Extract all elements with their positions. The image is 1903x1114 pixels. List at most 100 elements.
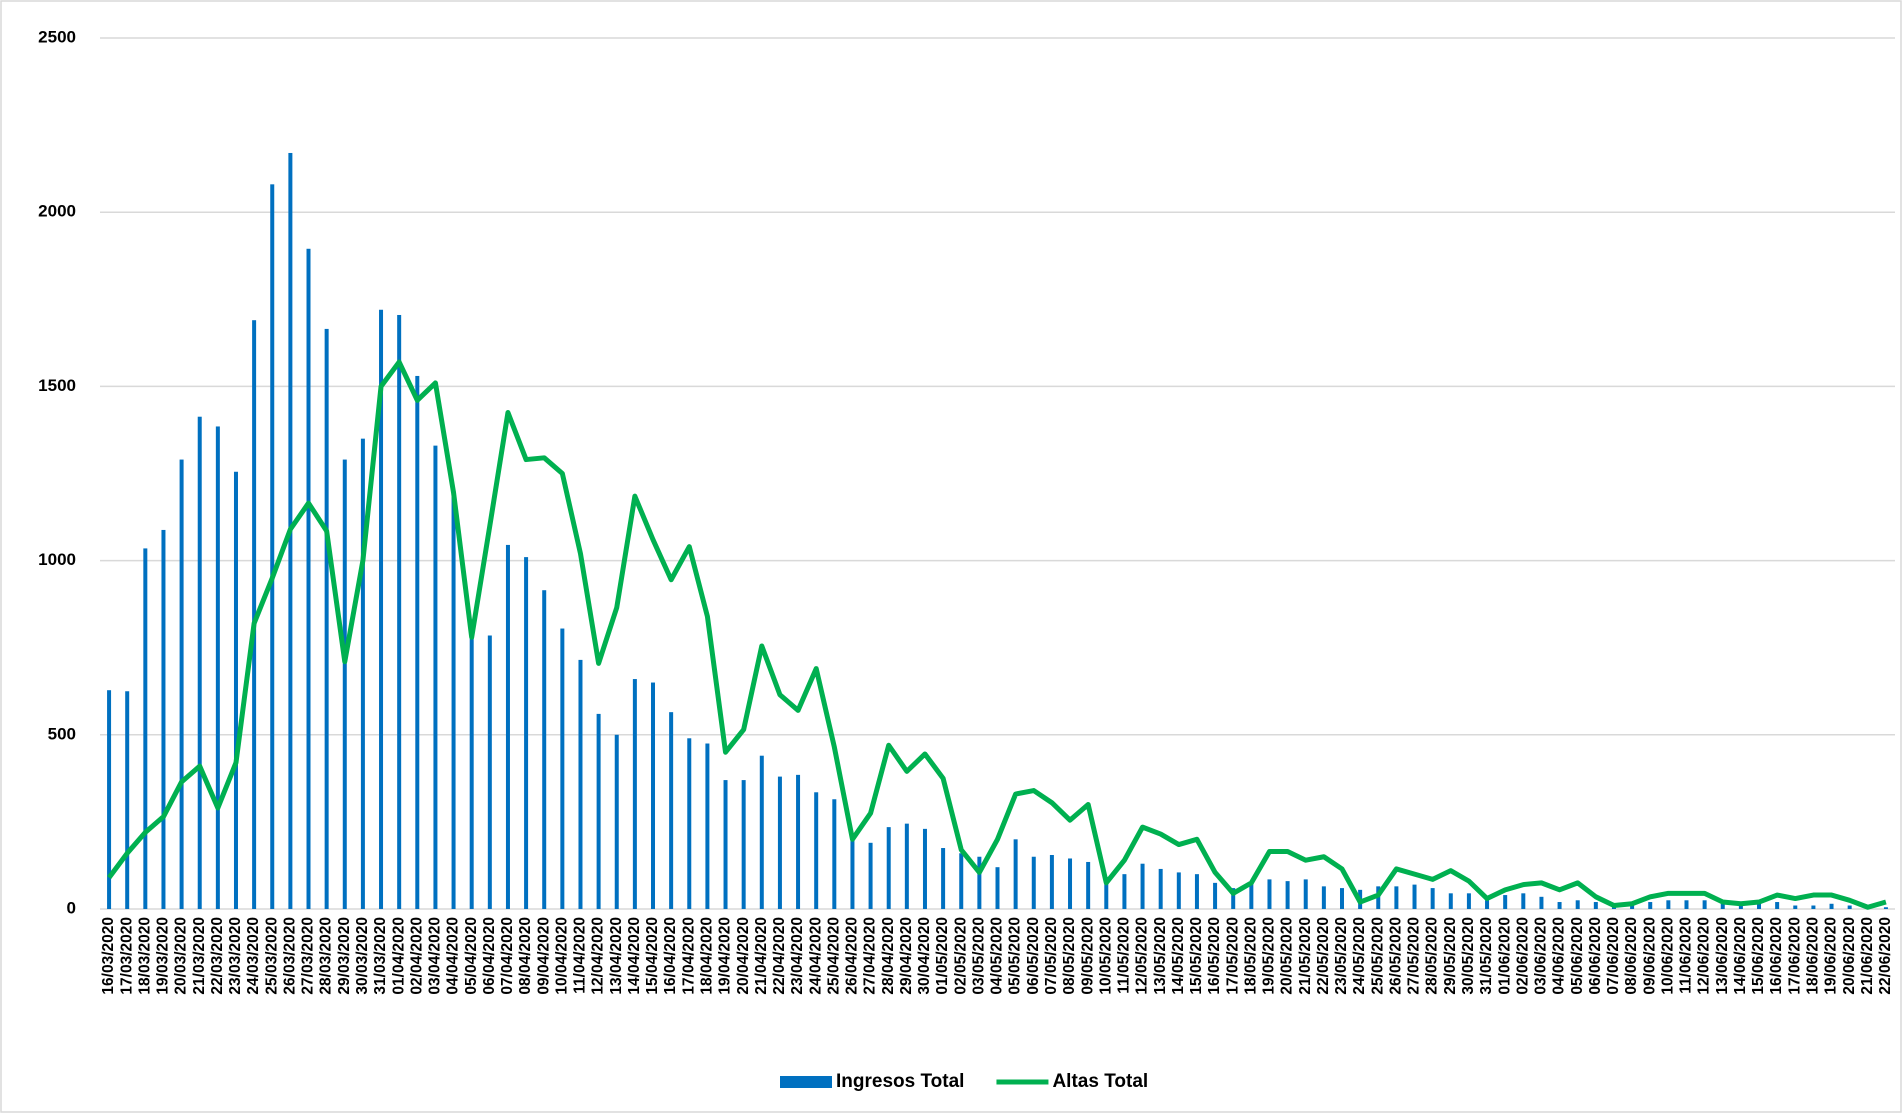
bar <box>632 679 637 909</box>
bar <box>1013 839 1018 909</box>
x-tick-label: 16/03/2020 <box>100 917 117 995</box>
x-tick-label: 17/03/2020 <box>118 917 135 995</box>
x-tick-label: 26/05/2020 <box>1387 917 1404 995</box>
bar <box>777 776 782 909</box>
x-tick-label: 28/05/2020 <box>1424 917 1441 995</box>
bar <box>651 682 656 909</box>
bar <box>1448 893 1453 909</box>
line <box>107 359 1887 910</box>
x-tick-label: 16/06/2020 <box>1768 917 1785 995</box>
bar <box>850 839 855 909</box>
bar <box>977 856 982 909</box>
x-tick-label: 28/04/2020 <box>880 917 897 995</box>
x-tick-label: 06/04/2020 <box>481 917 498 995</box>
bar <box>233 471 238 909</box>
x-tick-label: 19/06/2020 <box>1823 917 1840 995</box>
x-tick-label: 18/06/2020 <box>1805 917 1822 995</box>
x-tick-label: 01/05/2020 <box>934 917 951 995</box>
x-tick-label: 15/06/2020 <box>1750 917 1767 995</box>
bar <box>886 827 891 909</box>
x-tick-label: 05/06/2020 <box>1569 917 1586 995</box>
bar <box>1194 874 1199 909</box>
x-tick-label: 08/06/2020 <box>1623 917 1640 995</box>
bar <box>179 459 184 909</box>
bar <box>1086 861 1091 909</box>
bar <box>433 445 438 909</box>
bar <box>1630 903 1635 909</box>
x-tick-label: 12/05/2020 <box>1134 917 1151 995</box>
bar <box>107 690 112 909</box>
bar <box>1666 900 1671 909</box>
x-tick-label: 19/04/2020 <box>717 917 734 995</box>
x-tick-label: 09/05/2020 <box>1079 917 1096 995</box>
x-tick-label: 29/03/2020 <box>336 917 353 995</box>
bar <box>578 659 583 909</box>
bar <box>397 314 402 909</box>
bar <box>1738 905 1743 909</box>
x-tick-label: 29/05/2020 <box>1442 917 1459 995</box>
bar <box>814 792 819 909</box>
bar <box>1757 903 1762 909</box>
x-tick-label: 17/06/2020 <box>1786 917 1803 995</box>
bar <box>1466 893 1471 909</box>
x-tick-label: 24/05/2020 <box>1351 917 1368 995</box>
bar <box>1031 856 1036 909</box>
bar <box>614 734 619 909</box>
bar <box>505 544 510 909</box>
x-tick-label: 27/05/2020 <box>1406 917 1423 995</box>
bar <box>1575 900 1580 909</box>
bar <box>1593 902 1598 909</box>
x-tick-label: 30/03/2020 <box>354 917 371 995</box>
x-tick-label: 21/04/2020 <box>753 917 770 995</box>
bar <box>705 743 710 909</box>
bar <box>215 426 220 909</box>
x-tick-label: 25/05/2020 <box>1369 917 1386 995</box>
bar <box>995 867 1000 909</box>
y-tick-label: 500 <box>48 724 76 743</box>
x-tick-label: 09/06/2020 <box>1641 917 1658 995</box>
bar <box>451 490 456 909</box>
x-tick-label: 18/05/2020 <box>1242 917 1259 995</box>
bar <box>306 248 311 910</box>
x-tick-label: 16/05/2020 <box>1206 917 1223 995</box>
bar <box>1648 902 1653 909</box>
x-tick-label: 06/06/2020 <box>1587 917 1604 995</box>
bar <box>342 459 347 909</box>
bar <box>379 309 384 909</box>
x-tick-label: 20/05/2020 <box>1279 917 1296 995</box>
x-tick-label: 20/03/2020 <box>173 917 190 995</box>
x-tick-label: 23/04/2020 <box>789 917 806 995</box>
bar <box>1285 881 1290 909</box>
x-tick-label: 10/05/2020 <box>1097 917 1114 995</box>
x-tick-label: 31/03/2020 <box>372 917 389 995</box>
bar <box>1231 888 1236 909</box>
bar <box>796 774 801 909</box>
bar <box>1775 902 1780 909</box>
bar <box>197 416 202 909</box>
x-tick-label: 11/05/2020 <box>1116 917 1133 994</box>
x-tick-label: 26/04/2020 <box>844 917 861 995</box>
x-tick-label: 25/03/2020 <box>263 917 280 995</box>
x-tick-label: 09/04/2020 <box>535 917 552 995</box>
bar <box>560 628 565 909</box>
x-tick-label: 27/04/2020 <box>862 917 879 995</box>
legend-label: Ingresos Total <box>836 1071 964 1092</box>
bar <box>270 184 275 909</box>
x-tick-label: 03/06/2020 <box>1533 917 1550 995</box>
x-tick-label: 26/03/2020 <box>281 917 298 995</box>
bar <box>524 557 529 909</box>
bar <box>143 548 148 909</box>
bar <box>687 738 692 909</box>
bar <box>1068 858 1073 909</box>
x-tick-label: 24/03/2020 <box>245 917 262 995</box>
x-tick-label: 27/03/2020 <box>300 917 317 995</box>
bar <box>542 590 547 909</box>
x-tick-label: 25/04/2020 <box>825 917 842 995</box>
x-tick-label: 03/04/2020 <box>427 917 444 995</box>
bar <box>1176 872 1181 909</box>
bar <box>669 712 674 909</box>
x-tick-label: 10/06/2020 <box>1659 917 1676 995</box>
bar <box>469 630 474 909</box>
x-tick-label: 24/04/2020 <box>807 917 824 995</box>
